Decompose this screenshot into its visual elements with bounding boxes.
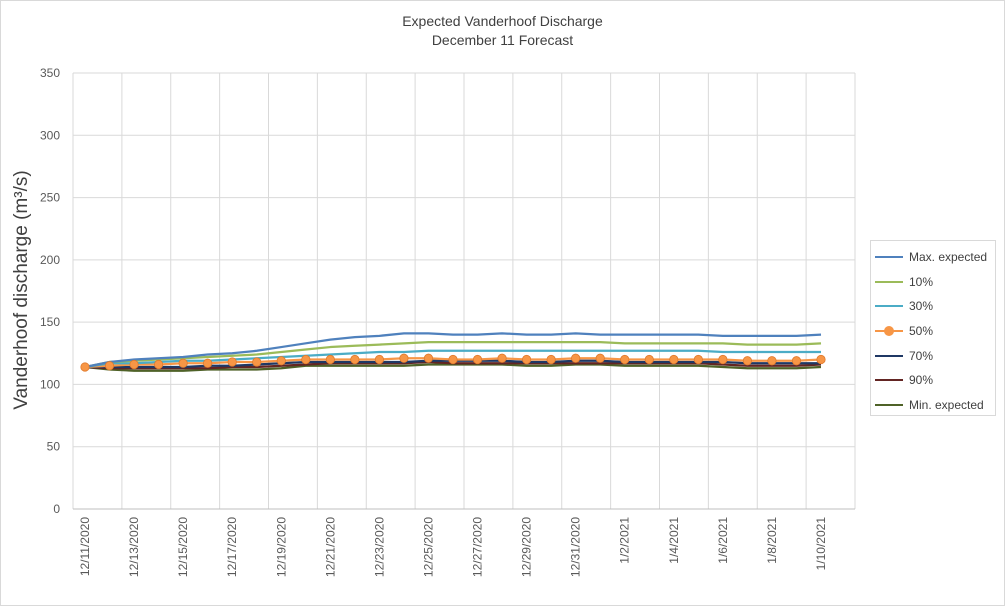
y-tick-label: 50	[47, 440, 61, 454]
data-point	[767, 356, 777, 366]
x-tick-label: 1/6/2021	[716, 517, 730, 564]
x-tick-label: 1/8/2021	[765, 517, 779, 564]
data-point	[374, 354, 384, 365]
data-point	[718, 354, 728, 365]
legend-item: 90%	[875, 368, 991, 393]
legend-item: 10%	[875, 270, 991, 295]
legend-swatch	[875, 375, 903, 385]
chart-title-block: Expected Vanderhoof Discharge December 1…	[0, 12, 1005, 50]
legend-swatch	[875, 400, 903, 410]
x-tick-label: 12/31/2020	[569, 517, 583, 577]
legend-swatch	[875, 301, 903, 311]
legend-item: Min. expected	[875, 393, 991, 418]
data-point	[178, 358, 188, 368]
legend-item: Max. expected	[875, 245, 991, 270]
x-tick-label: 1/10/2021	[814, 517, 828, 571]
chart-title: Expected Vanderhoof Discharge	[402, 13, 603, 29]
x-tick-label: 1/2/2021	[618, 517, 632, 564]
legend-swatch	[875, 351, 903, 361]
data-point	[669, 354, 679, 365]
x-tick-label: 12/19/2020	[274, 517, 288, 577]
legend-label: 50%	[909, 324, 934, 339]
data-point	[154, 359, 164, 370]
x-tick-label: 12/11/2020	[78, 517, 92, 576]
data-point	[571, 353, 581, 363]
data-point	[301, 354, 311, 365]
legend-label: 10%	[909, 274, 934, 289]
data-point	[80, 362, 90, 372]
data-point	[472, 354, 483, 365]
x-tick-label: 12/25/2020	[421, 517, 435, 577]
data-point	[350, 354, 360, 365]
data-point	[546, 354, 556, 365]
legend-label: 70%	[909, 348, 934, 363]
x-tick-label: 1/4/2021	[667, 517, 681, 564]
grid-lines	[72, 72, 856, 510]
data-point	[816, 354, 826, 365]
data-point	[742, 356, 753, 366]
data-point	[104, 361, 115, 371]
data-point	[791, 356, 802, 366]
y-tick-label: 0	[53, 502, 60, 516]
legend-label: Max. expected	[909, 250, 988, 265]
y-tick-label: 250	[40, 191, 60, 205]
data-point	[227, 357, 237, 367]
y-axis-label: Vanderhoof discharge (m³/s)	[11, 170, 32, 409]
series-line-min-expected	[84, 363, 822, 372]
data-point	[276, 356, 286, 366]
x-tick-label: 12/21/2020	[323, 517, 337, 577]
series-line-10	[84, 340, 822, 369]
data-point	[203, 358, 213, 368]
series-lines	[80, 332, 826, 372]
x-tick-label: 12/29/2020	[520, 517, 534, 577]
x-axis: 12/11/2020 12/13/2020 12/15/2020 12/17/2020…	[73, 508, 855, 577]
legend-label: 30%	[909, 299, 934, 314]
data-point	[325, 354, 335, 365]
y-tick-label: 200	[40, 253, 60, 267]
data-point	[644, 354, 654, 365]
x-tick-label: 12/17/2020	[225, 517, 239, 577]
legend: Max. expected 10% 30% 50% 70% 90% Min. expecte…	[870, 240, 996, 416]
y-tick-label: 150	[40, 315, 60, 329]
data-point	[693, 354, 703, 365]
data-point	[620, 354, 630, 365]
legend-item: 30%	[875, 294, 991, 319]
legend-label: Min. expected	[909, 397, 984, 412]
data-point	[448, 354, 458, 365]
legend-swatch	[875, 326, 903, 337]
legend-swatch	[875, 252, 903, 262]
data-point	[252, 357, 262, 367]
x-tick-label: 12/27/2020	[471, 517, 485, 577]
data-point	[129, 359, 139, 370]
x-tick-label: 12/23/2020	[372, 517, 386, 577]
y-tick-label: 350	[40, 66, 60, 80]
data-point	[399, 353, 409, 363]
data-point	[423, 353, 434, 363]
data-point	[521, 354, 532, 365]
y-tick-label: 100	[40, 377, 60, 391]
y-tick-label: 300	[40, 128, 60, 142]
series-line-max-expected	[84, 332, 822, 369]
y-axis: 0 50 100 150 200 250 300 350	[40, 66, 60, 516]
legend-item: 50%	[875, 319, 991, 344]
legend-label: 90%	[909, 373, 934, 388]
legend-item: 70%	[875, 343, 991, 368]
x-tick-label: 12/15/2020	[176, 517, 190, 577]
data-point	[497, 353, 507, 363]
data-point	[595, 353, 605, 363]
x-tick-label: 12/13/2020	[127, 517, 141, 577]
legend-swatch	[875, 277, 903, 287]
chart-subtitle: December 11 Forecast	[431, 32, 574, 48]
